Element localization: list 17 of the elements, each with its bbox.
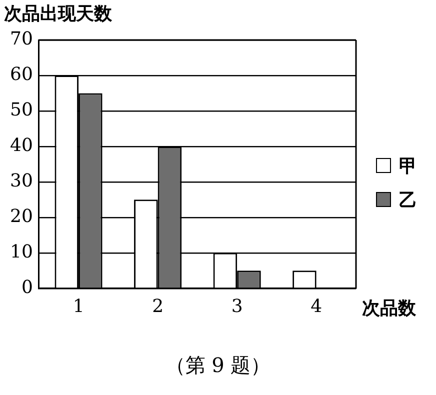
y-tick-label: 60: [10, 64, 33, 86]
y-tick-label: 30: [10, 170, 33, 192]
y-tick-label: 0: [21, 277, 33, 298]
text: 甲: [399, 156, 417, 177]
y-tick-label: 10: [10, 242, 33, 263]
x-axis-title: 次品数: [362, 298, 417, 320]
text: （第 9 题）: [164, 352, 272, 379]
x-tick-label: 1: [72, 296, 84, 317]
x-tick-label: 4: [310, 296, 322, 317]
y-tick-label: 70: [10, 28, 33, 50]
y-tick-label: 40: [10, 135, 33, 156]
x-tick-label: 3: [231, 296, 243, 317]
y-tick-label: 20: [10, 206, 33, 228]
y-tick-label: 50: [10, 100, 33, 121]
x-tick-label: 2: [152, 296, 164, 317]
y-axis-title: 次品出现天数: [4, 4, 113, 25]
legend-label: 乙: [399, 190, 417, 211]
